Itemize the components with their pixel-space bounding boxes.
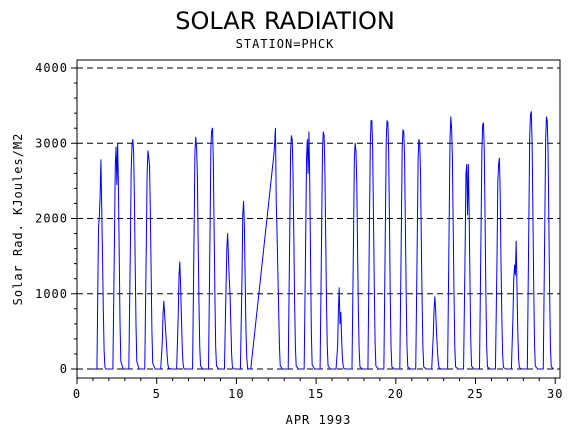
- chart-title: SOLAR RADIATION: [175, 7, 395, 35]
- series-line: [92, 111, 554, 370]
- y-tick-label: 3000: [35, 136, 68, 150]
- y-axis-ticks: 0 1000 2000 3000 4000: [35, 61, 77, 376]
- gridlines: [77, 67, 560, 370]
- x-tick-label: 5: [153, 387, 161, 401]
- x-axis-label: APR 1993: [286, 413, 352, 427]
- y-tick-label: 4000: [35, 61, 68, 75]
- x-tick-label: 30: [547, 387, 563, 401]
- x-tick-label: 0: [73, 387, 81, 401]
- y-tick-label: 1000: [35, 287, 68, 301]
- y-axis-label: Solar Rad. KJoules/M2: [11, 133, 25, 306]
- chart-subtitle: STATION=PHCK: [236, 37, 335, 51]
- x-tick-label: 15: [308, 387, 324, 401]
- x-tick-label: 20: [388, 387, 404, 401]
- y-tick-label: 0: [60, 362, 68, 376]
- y-tick-label: 2000: [35, 212, 68, 226]
- x-tick-label: 25: [467, 387, 483, 401]
- x-axis-ticks: 0 5 10 15 20 25 30: [73, 378, 563, 401]
- series-layer: [92, 111, 554, 370]
- x-tick-label: 10: [228, 387, 244, 401]
